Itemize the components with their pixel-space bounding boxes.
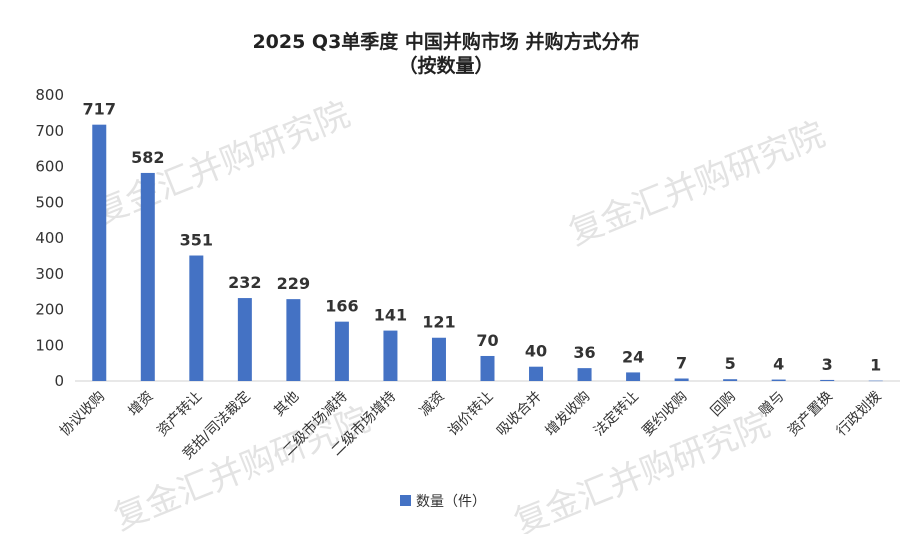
x-tick-label: 吸收合并 [494, 389, 545, 440]
x-tick-label: 协议收购 [57, 389, 108, 440]
bar [286, 299, 301, 381]
data-label: 166 [325, 297, 358, 316]
data-label: 141 [374, 306, 407, 325]
data-labels-group: 717 582 351 232 229 166 141 121 70 40 36 24 7 5 4 3 1 [83, 100, 882, 375]
bar [577, 368, 592, 381]
bar [383, 330, 398, 381]
data-label: 232 [228, 273, 261, 292]
data-label: 36 [573, 343, 595, 362]
bar [237, 298, 252, 381]
y-tick-label: 400 [35, 229, 64, 247]
bar [140, 172, 155, 381]
watermark-text: 复金汇并购研究院 [563, 114, 830, 253]
y-tick-label: 700 [35, 122, 64, 140]
bar [771, 379, 786, 381]
y-tick-label: 600 [35, 158, 64, 176]
bar [820, 379, 835, 381]
x-tick-label: 询价转让 [445, 389, 496, 440]
x-tick-label: 其他 [271, 389, 302, 420]
y-tick-label: 500 [35, 193, 64, 211]
legend: 数量（件） [400, 494, 486, 510]
data-label: 717 [83, 100, 116, 119]
x-tick-label: 要约收购 [640, 389, 691, 440]
data-label: 70 [476, 331, 498, 350]
y-tick-label: 0 [54, 372, 64, 390]
chart-title-line2: （按数量） [398, 54, 493, 77]
y-tick-label: 200 [35, 301, 64, 319]
x-tick-label: 资产置换 [784, 388, 836, 440]
data-label: 121 [422, 313, 455, 332]
legend-swatch [400, 495, 411, 506]
x-tick-label: 增发收购 [542, 389, 593, 440]
x-tick-label: 增资 [126, 389, 157, 420]
data-label: 24 [622, 347, 644, 366]
bar [626, 372, 641, 381]
x-tick-label: 减资 [417, 389, 448, 420]
y-axis: 0 100 200 300 400 500 600 700 800 [35, 86, 64, 390]
data-label: 229 [277, 274, 310, 293]
bar [868, 380, 883, 382]
data-label: 351 [180, 231, 213, 250]
legend-label: 数量（件） [416, 494, 486, 510]
x-tick-label: 行政划拨 [834, 389, 885, 440]
watermark-text: 复金汇并购研究院 [108, 399, 375, 534]
data-label: 40 [525, 342, 547, 361]
watermark-text: 复金汇并购研究院 [88, 94, 355, 233]
bar [723, 379, 738, 381]
y-tick-label: 800 [35, 86, 64, 104]
x-tick-label: 资产转让 [154, 389, 205, 440]
y-tick-label: 100 [35, 336, 64, 354]
data-label: 7 [676, 353, 687, 372]
bar [431, 337, 446, 381]
bar [480, 355, 495, 381]
data-label: 5 [725, 354, 736, 373]
y-tick-label: 300 [35, 265, 64, 283]
chart-title-line1: 2025 Q3单季度 中国并购市场 并购方式分布 [252, 30, 639, 53]
data-label: 582 [131, 148, 164, 167]
bar [674, 378, 689, 381]
data-label: 3 [822, 355, 833, 374]
data-label: 1 [870, 356, 881, 375]
bars-group [92, 124, 883, 382]
bar [334, 321, 349, 381]
data-label: 4 [773, 355, 784, 374]
x-tick-label: 法定转让 [591, 389, 642, 440]
bar [189, 255, 204, 381]
bar [529, 366, 544, 381]
bar [92, 124, 107, 382]
